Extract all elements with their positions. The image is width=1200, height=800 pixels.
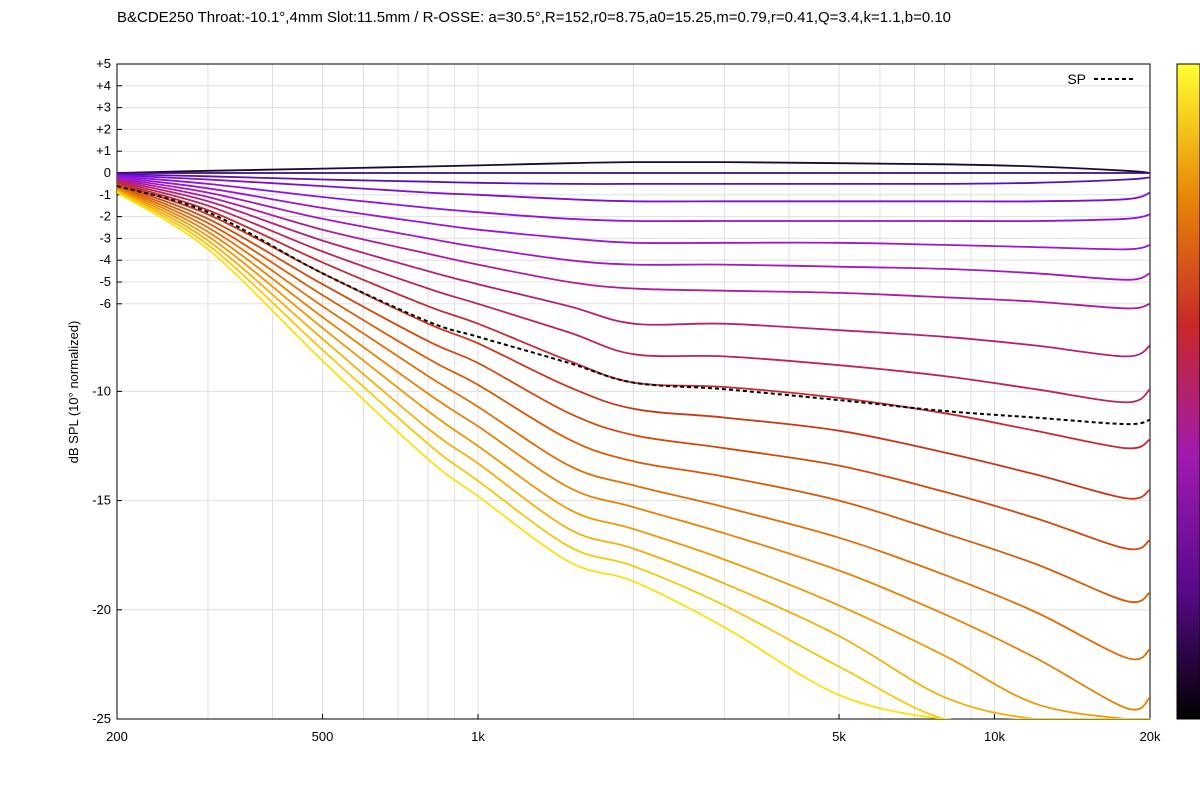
series-line-0 [117,161,1150,174]
series-line-17 [117,189,1150,719]
x-tick-label: 1k [471,729,485,744]
legend-label-sp: SP [1067,71,1086,87]
series-line-12 [117,184,1150,551]
series-line-16 [117,188,1150,719]
x-tick-label: 5k [832,729,846,744]
x-tick-label: 20k [1140,729,1161,744]
series-line-9 [117,180,1150,404]
y-tick-label: -2 [99,209,111,224]
y-tick-label: -20 [92,602,111,617]
series-line-11 [117,183,1150,500]
series-line-19 [117,191,1150,719]
y-tick-label: -6 [99,296,111,311]
series-line-15 [117,187,1150,711]
colorbar [1176,63,1200,720]
series-line-2 [117,173,1150,185]
y-tick-label: +2 [96,121,111,136]
series-line-8 [117,179,1150,358]
series-line-13 [117,185,1150,604]
series-line-7 [117,178,1150,310]
series-line-3 [117,174,1150,203]
x-tick-label: 10k [984,729,1005,744]
y-tick-label: -1 [99,187,111,202]
y-axis-label: dB SPL (10° normalized) [66,321,81,464]
series-line-sp [117,185,1150,426]
series-line-14 [117,186,1150,661]
series-line-5 [117,176,1150,251]
series-line-18 [117,190,1150,719]
y-tick-label: -15 [92,493,111,508]
y-tick-label: 0 [104,165,111,180]
series-line-6 [117,177,1150,281]
series-group [117,161,1150,719]
x-tick-label: 500 [312,729,334,744]
y-tick-label: +5 [96,56,111,71]
series-line-4 [117,175,1150,223]
y-tick-label: -10 [92,383,111,398]
y-tick-label: +1 [96,143,111,158]
x-axis-ticks: 200 500 1k 5k 10k 20k [106,714,1161,744]
y-tick-label: +4 [96,78,111,93]
y-tick-label: -3 [99,230,111,245]
y-tick-label: -5 [99,274,111,289]
y-tick-label: -4 [99,252,111,267]
chart-title: B&CDE250 Throat:-10.1°,4mm Slot:11.5mm /… [117,9,951,26]
x-tick-label: 200 [106,729,128,744]
y-tick-label: +3 [96,100,111,115]
legend: SP [1067,71,1134,87]
y-tick-label: -25 [92,711,111,726]
y-axis-ticks: +5 +4 +3 +2 +1 0 -1 -2 -3 -4 -5 -6 -10 -15 -20 -25 [92,56,122,726]
